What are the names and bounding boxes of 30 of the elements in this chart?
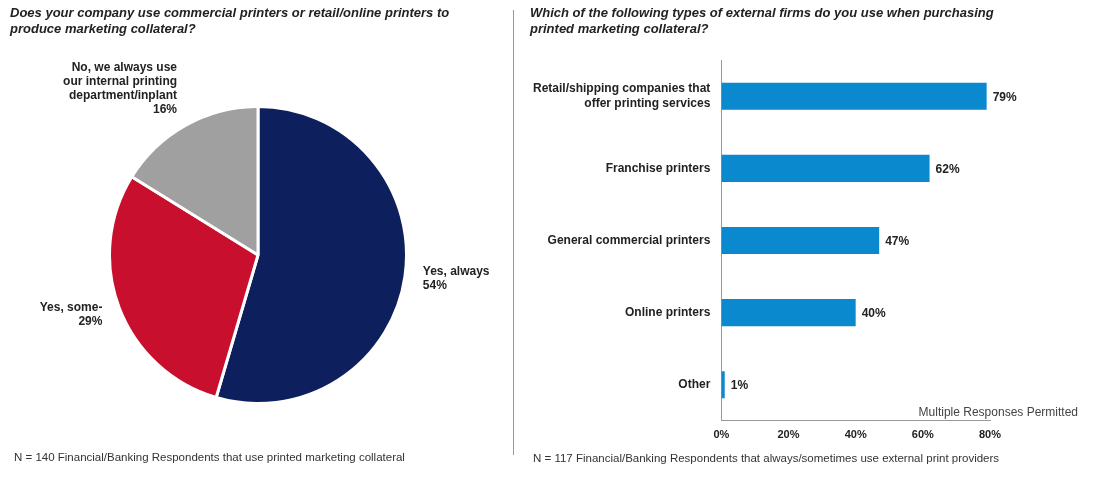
data-label: 29% [78,313,103,328]
data-label: 40% [861,305,887,320]
bar [721,154,930,182]
x-tick-label: 40% [844,428,867,441]
y-tick-label: Retail/shipping companies that offer printing services [533,81,711,110]
data-label: 54% [422,278,448,293]
data-label: 47% [885,233,910,248]
y-tick-label: Online printers [625,304,711,319]
data-label: 62% [935,161,960,176]
y-tick-label: Other [678,377,711,392]
bar [721,82,987,110]
y-tick-label: General commercial printers [547,232,711,247]
bar [721,226,880,255]
text: N = 140 Financial/Banking Respondents that use printed marketing collateral [14,450,406,465]
x-tick-label: 80% [978,428,1002,441]
bar [721,299,856,327]
y-tick-label: Franchise printers [605,160,711,175]
x-tick-label: 0% [713,428,730,441]
data-label: 79% [992,89,1017,104]
x-tick-label: 60% [911,428,935,441]
x-tick-label: 20% [777,428,800,441]
text: N = 117 Financial/Banking Respondents that always/sometimes use external print providers [533,451,1001,466]
data-label: 16% [153,101,178,116]
slice-label: No, we always use our internal printing department/inplant [63,59,178,102]
chart-title: Does your company use commercial printers or retail/online printers to produce marketing collateral? [10,5,451,37]
slice-label: Yes, always [422,264,490,279]
annotation: Multiple Responses Permitted [918,405,1078,420]
chart-title: Which of the following types of external firms do you use when purchasing printed marketing collateral? [530,5,995,37]
data-label: 1% [730,378,749,393]
slice-label: Yes, some- [39,299,103,314]
